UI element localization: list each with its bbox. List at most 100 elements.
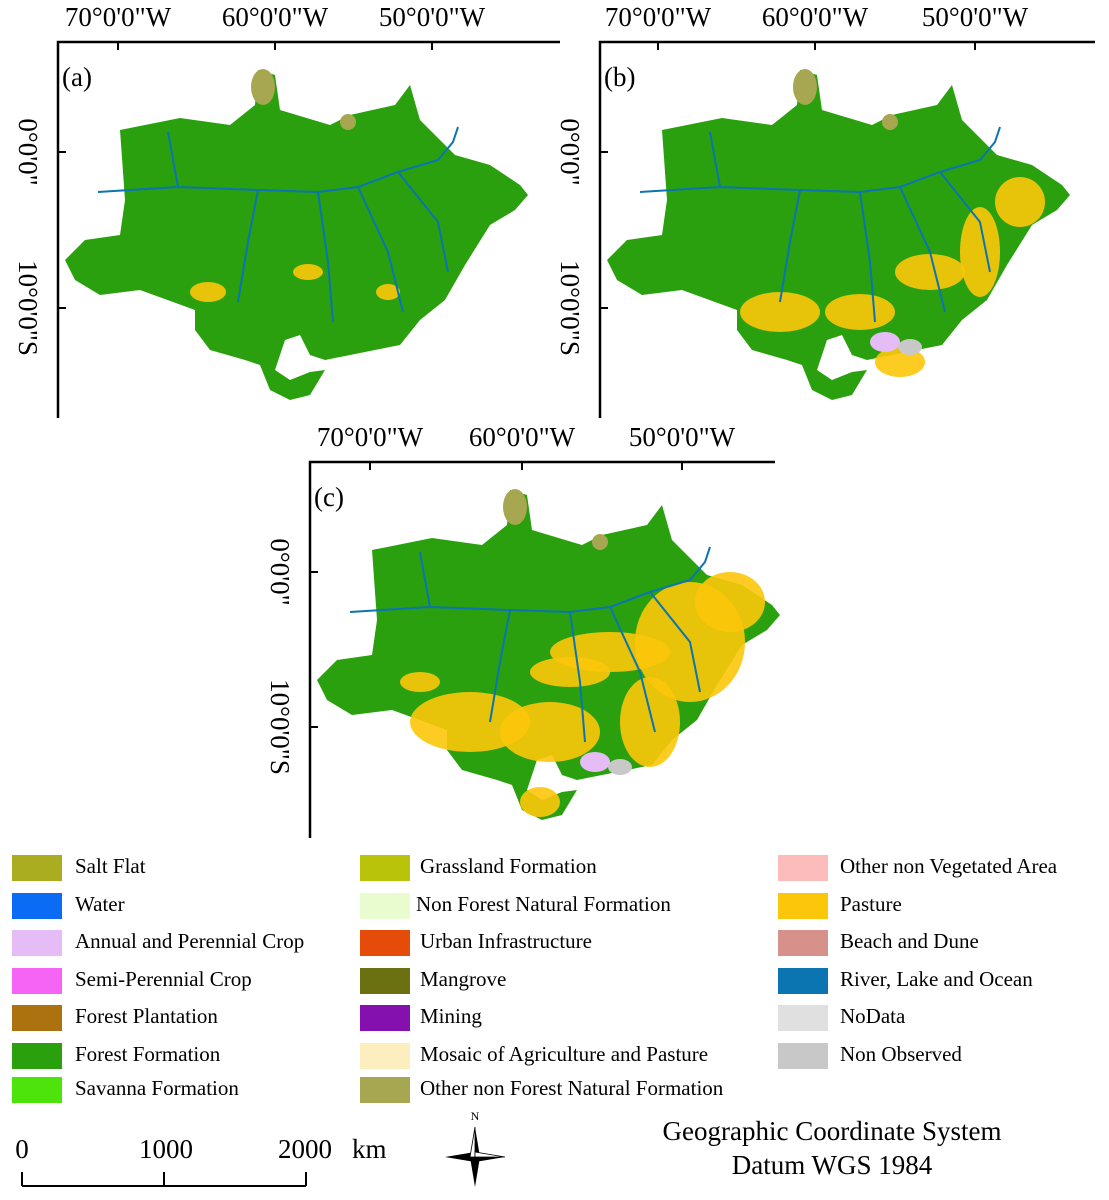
land-pasture — [895, 254, 965, 290]
lon-label: 60°0'0"W — [222, 2, 329, 32]
scale-label: 1000 — [139, 1134, 193, 1164]
land-crop — [580, 752, 610, 772]
land-pasture — [530, 657, 610, 687]
legend-label: Salt Flat — [75, 854, 146, 878]
legend-label: Beach and Dune — [840, 929, 979, 953]
lat-label: 10°0'0"S — [555, 260, 585, 356]
land-pasture — [376, 284, 400, 300]
legend-item: Water — [12, 892, 125, 919]
legend-item: Salt Flat — [12, 854, 146, 881]
legend-item: Forest Plantation — [12, 1004, 218, 1031]
land-pasture — [960, 207, 1000, 297]
legend-swatch — [12, 1077, 62, 1103]
scale-bar: 0 1000 2000 km — [15, 1134, 387, 1187]
land-pasture — [695, 572, 765, 632]
legend-item: Other non Forest Natural Formation — [360, 1076, 724, 1103]
legend-item: Non Forest Natural Formation — [360, 892, 671, 919]
land-crop — [870, 332, 900, 352]
land-pasture — [740, 292, 820, 332]
scale-unit: km — [352, 1134, 387, 1164]
panel-label: (b) — [604, 62, 635, 92]
legend-swatch — [778, 1043, 828, 1069]
legend-item: Forest Formation — [12, 1042, 221, 1069]
legend-item: NoData — [778, 1004, 906, 1031]
legend-label: Pasture — [840, 892, 902, 916]
map — [607, 69, 1070, 400]
map-frame — [598, 40, 1095, 418]
legend-swatch — [360, 1043, 410, 1069]
legend-swatch — [12, 968, 62, 994]
map-panel: 70°0'0"W 60°0'0"W 50°0'0"W 0°0'0" 10°0'0"S (c… — [265, 422, 780, 838]
lon-label: 70°0'0"W — [317, 422, 424, 452]
legend-label: Other non Vegetated Area — [840, 854, 1058, 878]
legend-label: Water — [75, 892, 125, 916]
land-pasture — [825, 294, 895, 330]
legend-label: Semi-Perennial Crop — [75, 967, 252, 991]
legend-label: River, Lake and Ocean — [840, 967, 1033, 991]
map-frame — [56, 40, 560, 418]
map-panel: 70°0'0"W 60°0'0"W 50°0'0"W 0°0'0" 10°0'0"S (b… — [555, 2, 1095, 418]
legend-item: Semi-Perennial Crop — [12, 967, 252, 994]
legend-swatch — [12, 930, 62, 956]
legend-item: Savanna Formation — [12, 1076, 239, 1103]
legend-item: Mosaic of Agriculture and Pasture — [360, 1042, 708, 1069]
north-label: N — [471, 1109, 480, 1123]
legend: Salt Flat Water Annual and Perennial Crop S… — [12, 854, 1058, 1103]
legend-item: Annual and Perennial Crop — [12, 929, 304, 956]
lon-label: 70°0'0"W — [65, 2, 172, 32]
lon-label: 50°0'0"W — [629, 422, 736, 452]
lat-label: 0°0'0" — [555, 118, 585, 185]
panel-label: (c) — [314, 482, 344, 512]
lat-label: 0°0'0" — [13, 118, 43, 185]
legend-item: Non Observed — [778, 1042, 962, 1069]
legend-swatch — [778, 968, 828, 994]
map — [317, 489, 780, 820]
legend-swatch — [360, 855, 410, 881]
land-pasture — [400, 672, 440, 692]
lon-label: 70°0'0"W — [605, 2, 712, 32]
crs-text: Datum WGS 1984 — [732, 1150, 933, 1180]
map-panels: 70°0'0"W 60°0'0"W 50°0'0"W 0°0'0" 10°0'0"S (a… — [13, 2, 1095, 838]
legend-item: Grassland Formation — [360, 854, 597, 881]
lon-label: 60°0'0"W — [469, 422, 576, 452]
legend-item: Urban Infrastructure — [360, 929, 592, 956]
legend-label: Urban Infrastructure — [420, 929, 592, 953]
scale-label: 0 — [15, 1134, 29, 1164]
land-pasture — [293, 264, 323, 280]
legend-label: Annual and Perennial Crop — [75, 929, 304, 953]
land-other — [251, 69, 275, 105]
land-other — [340, 114, 356, 130]
legend-label: NoData — [840, 1004, 906, 1028]
land-forest — [607, 70, 1070, 400]
land-unobserved — [898, 339, 922, 355]
legend-swatch — [12, 1005, 62, 1031]
land-other — [882, 114, 898, 130]
legend-item: Mining — [360, 1004, 482, 1031]
panel-label: (a) — [62, 62, 92, 92]
lat-label: 10°0'0"S — [265, 679, 295, 775]
land-other — [503, 489, 527, 525]
land-pasture — [410, 692, 530, 752]
legend-item: Mangrove — [360, 967, 506, 994]
arrow-half — [474, 1151, 506, 1158]
land-other — [592, 534, 608, 550]
land-pasture — [500, 702, 600, 762]
legend-label: Other non Forest Natural Formation — [420, 1076, 724, 1100]
legend-swatch — [778, 893, 828, 919]
legend-item: River, Lake and Ocean — [778, 967, 1033, 994]
legend-label: Forest Formation — [75, 1042, 221, 1066]
map-frame — [308, 460, 775, 838]
legend-swatch — [360, 1005, 410, 1031]
legend-label: Mining — [420, 1004, 482, 1028]
legend-item: Pasture — [778, 892, 902, 919]
legend-label: Mangrove — [420, 967, 506, 991]
land-pasture — [520, 787, 560, 817]
legend-swatch — [12, 855, 62, 881]
map — [65, 69, 528, 400]
legend-label: Mosaic of Agriculture and Pasture — [420, 1042, 708, 1066]
legend-item: Beach and Dune — [778, 929, 979, 956]
land-forest — [65, 70, 528, 400]
legend-label: Grassland Formation — [420, 854, 597, 878]
legend-swatch — [360, 930, 410, 956]
